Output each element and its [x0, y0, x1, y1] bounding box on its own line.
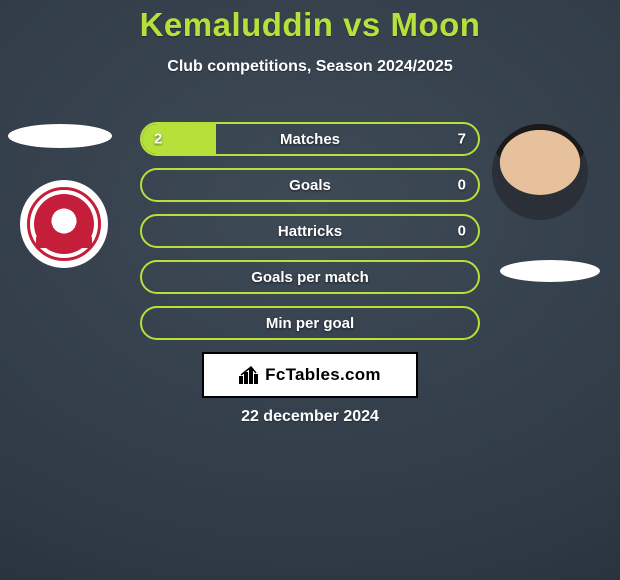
brand-box: FcTables.com	[202, 352, 418, 398]
stat-row: Goals 0	[140, 168, 480, 202]
stat-label: Hattricks	[278, 223, 342, 240]
stat-label: Goals per match	[251, 269, 369, 286]
club-badge-icon	[27, 187, 101, 261]
stat-label: Matches	[280, 131, 340, 148]
stat-value-right: 0	[458, 223, 466, 240]
stat-row: 2 Matches 7	[140, 122, 480, 156]
stat-row: Goals per match	[140, 260, 480, 294]
bars-icon	[239, 366, 261, 384]
stat-row: Hattricks 0	[140, 214, 480, 248]
subtitle: Club competitions, Season 2024/2025	[0, 58, 620, 76]
infographic: Kemaluddin vs Moon Club competitions, Se…	[0, 0, 620, 580]
stats-list: 2 Matches 7 Goals 0 Hattricks 0 Goals per match…	[140, 122, 480, 340]
stat-label: Min per goal	[266, 315, 354, 332]
stat-value-right: 7	[458, 131, 466, 148]
brand-text: FcTables.com	[265, 365, 381, 385]
player-photo-right	[492, 124, 588, 220]
date-label: 22 december 2024	[0, 408, 620, 426]
face-icon	[492, 124, 588, 220]
page-title: Kemaluddin vs Moon	[0, 0, 620, 44]
stat-label: Goals	[289, 177, 331, 194]
player-right-placeholder	[500, 260, 600, 282]
stat-value-right: 0	[458, 177, 466, 194]
club-logo-left	[20, 180, 108, 268]
stat-row: Min per goal	[140, 306, 480, 340]
stat-value-left: 2	[154, 131, 162, 148]
player-left-placeholder	[8, 124, 112, 148]
